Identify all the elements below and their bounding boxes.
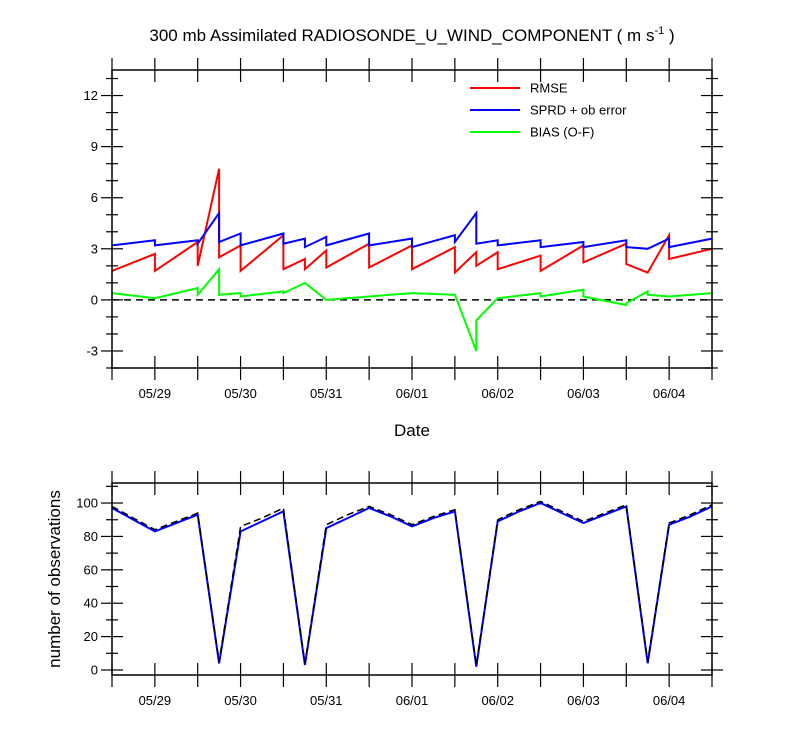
y-tick-label: 0 xyxy=(91,292,98,307)
y-tick-label: 80 xyxy=(84,529,98,544)
x-tick-label: 05/31 xyxy=(310,386,343,401)
chart-title-superscript: -1 xyxy=(654,25,664,37)
chart-title-main: 300 mb Assimilated RADIOSONDE_U_WIND_COM… xyxy=(149,26,654,45)
series-line-bias xyxy=(111,266,713,352)
x-tick-label: 06/01 xyxy=(396,386,429,401)
series-line-assimilated xyxy=(111,501,713,667)
series-line-rmse xyxy=(111,168,713,275)
top-panel: -3 0 3 6 9 12 05/29 05/30 05/31 06/01 06/02 06/03 06… xyxy=(84,25,723,440)
y-tick-label: 6 xyxy=(91,190,98,205)
y-tick-label: 3 xyxy=(91,241,98,256)
y-tick-label: 20 xyxy=(84,629,98,644)
series-line-sprd xyxy=(111,209,713,250)
legend-label-sprd: SPRD + ob error xyxy=(530,103,627,118)
y-tick-label: 40 xyxy=(84,596,98,611)
x-tick-label: 05/29 xyxy=(139,386,172,401)
x-tick-label: 05/31 xyxy=(310,693,343,708)
x-tick-label: 05/30 xyxy=(224,693,257,708)
y-tick-label: 12 xyxy=(84,88,98,103)
x-tick-label: 05/30 xyxy=(224,386,257,401)
y-tick-label: 0 xyxy=(91,662,98,677)
x-tick-label: 06/03 xyxy=(567,386,600,401)
x-tick-label: 06/01 xyxy=(396,693,429,708)
y-tick-label: 9 xyxy=(91,139,98,154)
chart-title-end: ) xyxy=(664,26,674,45)
x-tick-label: 06/02 xyxy=(481,386,514,401)
y-axis-title: number of observations xyxy=(45,490,64,668)
bottom-panel: 0 20 40 60 80 100 05/29 05/30 05/31 06/01 06/02 06/… xyxy=(45,471,723,708)
x-axis-title: Date xyxy=(394,421,430,440)
series-line-possible xyxy=(111,500,713,666)
y-tick-label: 60 xyxy=(84,562,98,577)
x-tick-label: 05/29 xyxy=(139,693,172,708)
x-tick-label: 06/04 xyxy=(653,386,686,401)
plot-frame xyxy=(111,482,713,676)
chart-title: 300 mb Assimilated RADIOSONDE_U_WIND_COM… xyxy=(149,25,674,45)
y-tick-label: -3 xyxy=(86,343,98,358)
y-tick-label: 100 xyxy=(76,496,98,511)
legend-label-bias: BIAS (O-F) xyxy=(530,125,594,140)
x-tick-label: 06/04 xyxy=(653,693,686,708)
x-tick-label: 06/03 xyxy=(567,693,600,708)
legend-label-rmse: RMSE xyxy=(530,81,568,96)
x-tick-label: 06/02 xyxy=(481,693,514,708)
